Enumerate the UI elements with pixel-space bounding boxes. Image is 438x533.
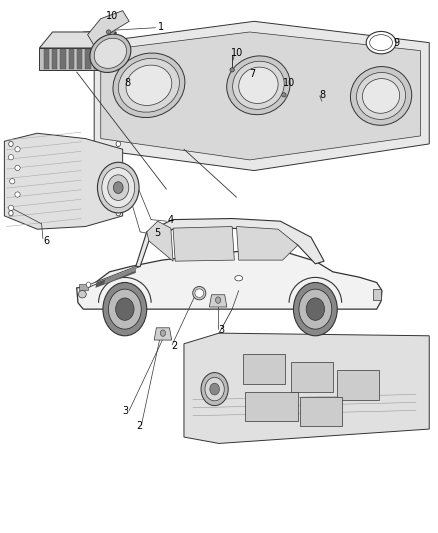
- Ellipse shape: [116, 298, 134, 320]
- Ellipse shape: [106, 30, 111, 34]
- Text: 3: 3: [123, 407, 129, 416]
- Polygon shape: [44, 49, 49, 69]
- Polygon shape: [154, 328, 172, 340]
- Ellipse shape: [293, 282, 337, 336]
- Ellipse shape: [90, 34, 131, 72]
- Polygon shape: [77, 252, 382, 309]
- Ellipse shape: [9, 211, 13, 216]
- Polygon shape: [39, 48, 103, 70]
- Bar: [300, 397, 342, 426]
- Ellipse shape: [357, 72, 406, 119]
- Polygon shape: [184, 333, 429, 443]
- Ellipse shape: [350, 67, 412, 125]
- Ellipse shape: [8, 155, 14, 160]
- Ellipse shape: [118, 59, 180, 112]
- Text: 10: 10: [283, 78, 295, 87]
- Ellipse shape: [10, 179, 15, 184]
- Ellipse shape: [233, 61, 284, 109]
- Polygon shape: [77, 49, 82, 69]
- Ellipse shape: [160, 330, 166, 336]
- Ellipse shape: [15, 147, 20, 152]
- Text: 7: 7: [249, 69, 255, 78]
- Polygon shape: [60, 49, 66, 69]
- Ellipse shape: [193, 287, 206, 300]
- Ellipse shape: [363, 78, 399, 114]
- Bar: [243, 354, 285, 384]
- Ellipse shape: [306, 298, 325, 320]
- Polygon shape: [136, 219, 324, 266]
- Ellipse shape: [86, 282, 91, 287]
- Text: 9: 9: [393, 38, 399, 47]
- Ellipse shape: [108, 175, 129, 200]
- Ellipse shape: [102, 167, 135, 207]
- Text: 10: 10: [231, 49, 244, 58]
- Ellipse shape: [235, 276, 243, 281]
- Text: 3: 3: [218, 326, 224, 335]
- Polygon shape: [104, 266, 136, 284]
- Bar: [291, 362, 333, 392]
- Bar: [79, 284, 88, 290]
- Ellipse shape: [215, 297, 221, 303]
- Polygon shape: [88, 11, 129, 48]
- Text: 1: 1: [158, 22, 164, 31]
- Ellipse shape: [15, 165, 20, 171]
- Polygon shape: [209, 295, 227, 307]
- Polygon shape: [94, 21, 429, 171]
- Polygon shape: [147, 221, 173, 261]
- Text: 5: 5: [154, 228, 160, 238]
- Ellipse shape: [230, 68, 234, 72]
- Polygon shape: [69, 49, 74, 69]
- Bar: [373, 289, 381, 300]
- Polygon shape: [173, 227, 234, 261]
- Polygon shape: [4, 133, 123, 229]
- Polygon shape: [81, 266, 140, 288]
- Ellipse shape: [370, 35, 392, 51]
- Text: 6: 6: [43, 236, 49, 246]
- Ellipse shape: [366, 31, 396, 54]
- Ellipse shape: [97, 162, 139, 213]
- Ellipse shape: [78, 290, 86, 298]
- Ellipse shape: [126, 65, 172, 106]
- Ellipse shape: [299, 289, 332, 329]
- Polygon shape: [237, 227, 298, 260]
- Ellipse shape: [282, 93, 286, 97]
- Ellipse shape: [15, 192, 20, 197]
- Bar: [245, 392, 298, 421]
- Ellipse shape: [8, 205, 14, 211]
- Polygon shape: [85, 49, 91, 69]
- Ellipse shape: [113, 53, 185, 118]
- Polygon shape: [39, 32, 116, 48]
- Ellipse shape: [210, 383, 219, 395]
- Ellipse shape: [103, 282, 147, 336]
- Polygon shape: [94, 49, 99, 69]
- Ellipse shape: [113, 182, 123, 193]
- Ellipse shape: [94, 38, 127, 68]
- Ellipse shape: [205, 377, 224, 401]
- Text: 4: 4: [167, 215, 173, 224]
- Ellipse shape: [116, 141, 120, 147]
- Text: 8: 8: [124, 78, 131, 87]
- Polygon shape: [101, 32, 420, 160]
- Ellipse shape: [108, 289, 141, 329]
- Polygon shape: [52, 49, 57, 69]
- Polygon shape: [103, 32, 116, 70]
- Text: 8: 8: [320, 90, 326, 100]
- Ellipse shape: [227, 56, 290, 115]
- Text: 2: 2: [171, 342, 177, 351]
- Bar: [337, 370, 379, 400]
- Ellipse shape: [239, 67, 278, 103]
- Ellipse shape: [201, 373, 228, 406]
- Text: 10: 10: [106, 11, 119, 21]
- Ellipse shape: [116, 211, 120, 216]
- Polygon shape: [95, 268, 136, 288]
- Ellipse shape: [195, 289, 204, 297]
- Text: 2: 2: [136, 422, 142, 431]
- Ellipse shape: [9, 141, 13, 147]
